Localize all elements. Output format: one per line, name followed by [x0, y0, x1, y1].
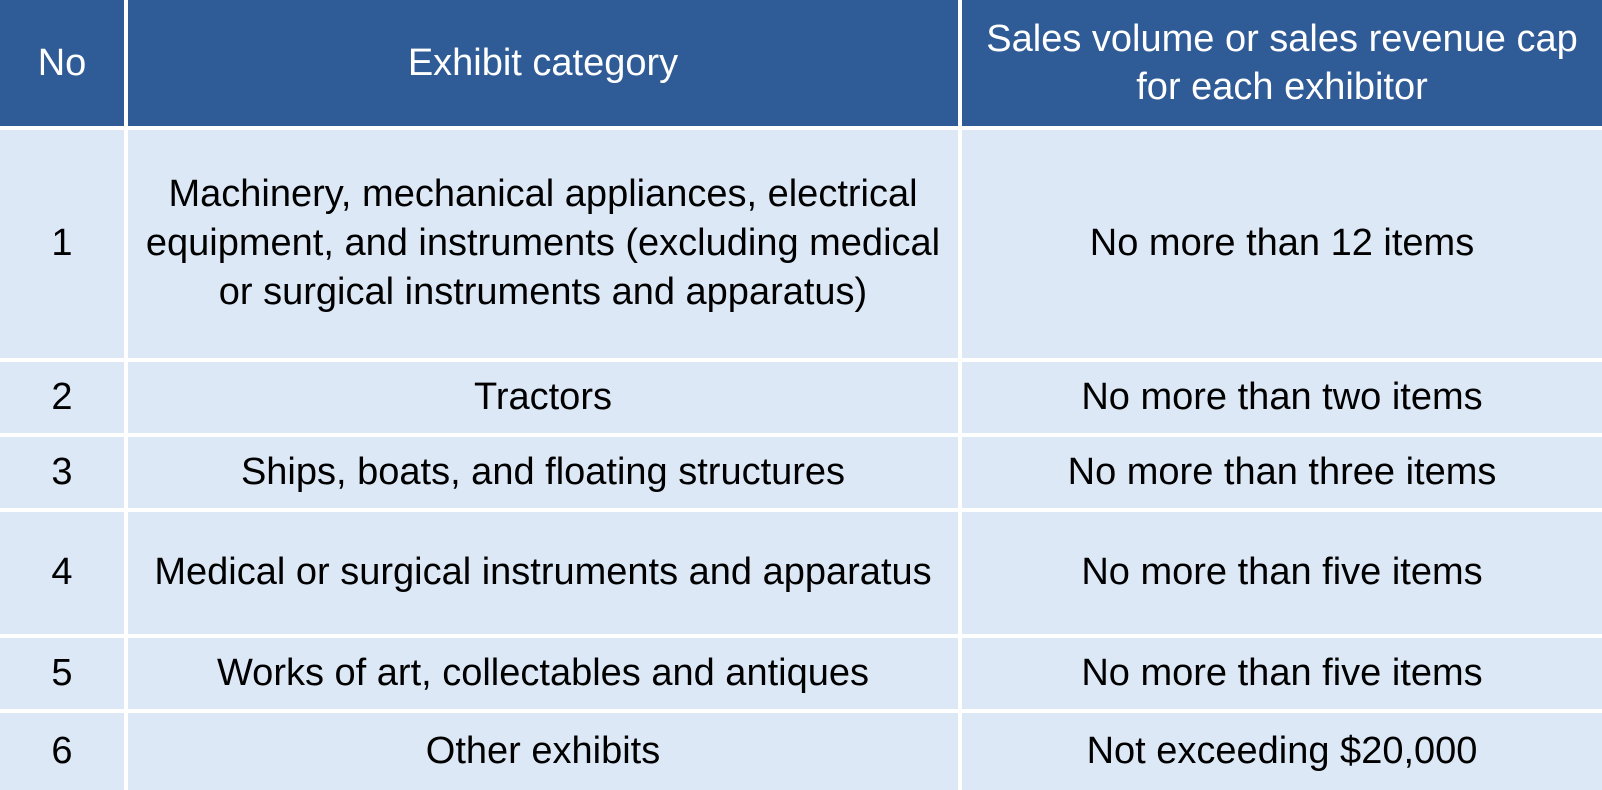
table-row: 3 Ships, boats, and floating structures …: [0, 436, 1602, 512]
row-cap: Not exceeding $20,000: [962, 712, 1602, 790]
row-category: Works of art, collectables and antiques: [128, 637, 962, 713]
row-number: 1: [0, 130, 128, 362]
row-category: Machinery, mechanical appliances, electr…: [128, 130, 962, 362]
row-number: 6: [0, 712, 128, 790]
table-row: 2 Tractors No more than two items: [0, 361, 1602, 437]
table-header: No Exhibit category Sales volume or sale…: [0, 0, 1602, 130]
row-cap: No more than two items: [962, 361, 1602, 437]
header-sales-cap: Sales volume or sales revenue cap for ea…: [962, 0, 1602, 130]
table-row: 5 Works of art, collectables and antique…: [0, 637, 1602, 713]
row-number: 5: [0, 637, 128, 713]
row-cap: No more than five items: [962, 637, 1602, 713]
table-row: 4 Medical or surgical instruments and ap…: [0, 511, 1602, 638]
table-body: 1 Machinery, mechanical appliances, elec…: [0, 130, 1602, 790]
table-row: 1 Machinery, mechanical appliances, elec…: [0, 130, 1602, 362]
header-row: No Exhibit category Sales volume or sale…: [0, 0, 1602, 130]
row-category: Other exhibits: [128, 712, 962, 790]
row-number: 4: [0, 511, 128, 638]
table-row: 6 Other exhibits Not exceeding $20,000: [0, 712, 1602, 790]
row-cap: No more than three items: [962, 436, 1602, 512]
row-cap: No more than 12 items: [962, 130, 1602, 362]
row-category: Medical or surgical instruments and appa…: [128, 511, 962, 638]
header-exhibit-category: Exhibit category: [128, 0, 962, 130]
row-number: 2: [0, 361, 128, 437]
row-category: Ships, boats, and floating structures: [128, 436, 962, 512]
row-number: 3: [0, 436, 128, 512]
row-category: Tractors: [128, 361, 962, 437]
header-no: No: [0, 0, 128, 130]
row-cap: No more than five items: [962, 511, 1602, 638]
